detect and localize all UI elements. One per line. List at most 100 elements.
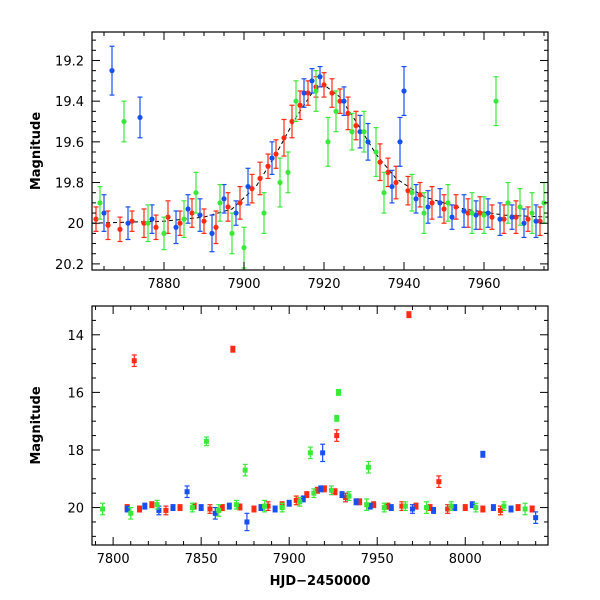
point-marker: [401, 88, 407, 94]
point-marker: [345, 110, 351, 116]
y-tick-label: 19.6: [55, 136, 84, 151]
point-marker: [353, 122, 359, 129]
point-marker: [257, 175, 263, 182]
point-marker: [203, 438, 209, 444]
point-marker: [201, 218, 207, 224]
data-point: [226, 502, 232, 510]
point-marker: [427, 505, 433, 511]
point-marker: [388, 505, 394, 511]
data-point: [170, 504, 176, 512]
data-point: [361, 110, 367, 153]
series-0: [93, 72, 543, 245]
data-point: [364, 498, 370, 512]
point-marker: [173, 224, 179, 230]
data-point: [129, 210, 135, 232]
data-point: [193, 171, 199, 214]
point-marker: [533, 515, 539, 521]
data-point: [233, 499, 239, 510]
point-marker: [221, 196, 227, 202]
data-point: [385, 157, 391, 188]
point-marker: [335, 389, 341, 395]
data-point: [402, 501, 408, 512]
bottom-y-axis: 14 16 18 20: [67, 305, 548, 537]
point-marker: [154, 502, 160, 508]
point-marker: [529, 506, 535, 512]
point-marker: [421, 210, 427, 216]
data-point: [297, 90, 303, 121]
point-marker: [131, 358, 137, 364]
point-marker: [397, 139, 403, 145]
point-marker: [207, 506, 213, 512]
data-point: [261, 192, 267, 234]
data-point: [521, 208, 527, 239]
data-point: [349, 112, 355, 151]
data-point: [153, 214, 159, 241]
data-point: [241, 226, 247, 269]
data-point: [289, 104, 295, 139]
point-marker: [508, 506, 514, 512]
point-marker: [509, 214, 515, 220]
data-point: [137, 505, 143, 513]
data-point: [301, 78, 307, 108]
point-marker: [100, 506, 106, 512]
point-marker: [385, 503, 391, 509]
data-point: [357, 114, 363, 149]
point-marker: [197, 212, 203, 218]
point-marker: [361, 129, 367, 135]
point-marker: [177, 220, 183, 226]
data-point: [462, 504, 468, 512]
point-marker: [445, 506, 451, 512]
data-point: [465, 198, 471, 228]
data-point: [149, 501, 155, 509]
data-point: [163, 505, 169, 516]
point-marker: [461, 208, 467, 214]
data-point: [424, 501, 430, 514]
data-point: [117, 216, 123, 243]
point-marker: [334, 433, 340, 439]
point-marker: [265, 163, 271, 169]
data-point: [320, 443, 326, 463]
point-marker: [217, 200, 223, 206]
point-marker: [406, 312, 412, 318]
point-marker: [453, 204, 459, 210]
data-point: [515, 504, 521, 512]
data-point: [417, 181, 423, 208]
data-point: [131, 354, 137, 368]
y-tick-label: 16: [67, 386, 84, 401]
point-marker: [364, 502, 370, 508]
point-marker: [429, 200, 435, 206]
data-point: [307, 446, 313, 460]
data-point: [328, 485, 334, 496]
point-marker: [425, 204, 431, 210]
data-point: [449, 204, 455, 230]
y-tick-label: 19.2: [55, 54, 84, 69]
point-marker: [402, 503, 408, 509]
point-marker: [137, 114, 143, 121]
point-marker: [409, 506, 415, 512]
point-marker: [279, 505, 285, 511]
point-marker: [226, 503, 232, 509]
data-point: [522, 502, 528, 516]
data-point: [497, 202, 503, 237]
point-marker: [230, 346, 236, 352]
data-point: [421, 192, 427, 234]
point-marker: [272, 506, 278, 512]
data-point: [334, 414, 340, 422]
point-marker: [343, 494, 349, 500]
point-marker: [473, 505, 479, 511]
data-point: [173, 210, 179, 245]
point-marker: [289, 118, 295, 125]
data-point: [285, 151, 291, 194]
point-marker: [265, 503, 271, 509]
data-point: [325, 116, 331, 167]
data-point: [257, 161, 263, 196]
y-tick-label: 20: [67, 502, 84, 517]
top-y-axis-label: Magnitude: [29, 112, 44, 191]
point-marker: [129, 218, 135, 224]
point-marker: [317, 74, 323, 80]
point-marker: [413, 196, 419, 202]
point-marker: [213, 224, 219, 230]
point-marker: [297, 102, 303, 108]
point-marker: [452, 505, 458, 511]
point-marker: [293, 497, 299, 503]
